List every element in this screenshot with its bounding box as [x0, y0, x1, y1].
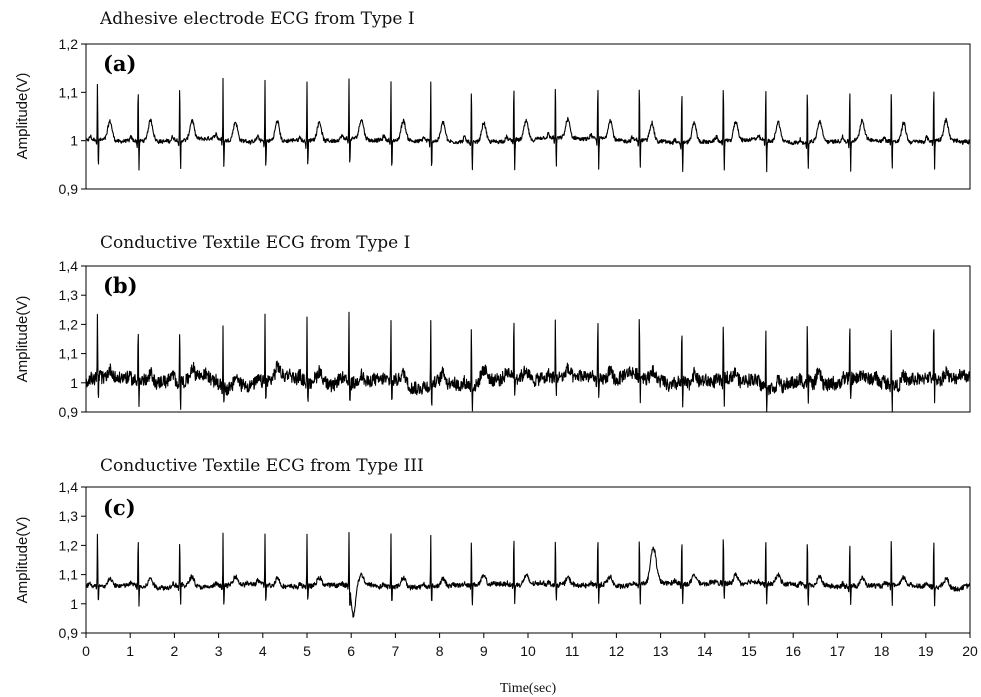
x-axis-label: Time(sec)	[500, 681, 557, 696]
ytick-label: 1,1	[59, 346, 79, 362]
panel-c-ylabel: Amplitude(V)	[14, 517, 31, 604]
panel-b: Conductive Textile ECG from Type I (b) A…	[14, 233, 971, 420]
panel-a-ylabel: Amplitude(V)	[14, 73, 31, 160]
ytick-label: 1,4	[59, 479, 79, 495]
xtick-label: 12	[609, 643, 625, 659]
xtick-label: 9	[480, 643, 488, 659]
panel-a-ecg-trace	[85, 77, 971, 173]
ytick-label: 0,9	[59, 181, 79, 197]
xtick-label: 3	[215, 643, 223, 659]
xtick-label: 5	[303, 643, 311, 659]
ytick-label: 1,2	[59, 36, 79, 52]
xtick-label: 6	[347, 643, 355, 659]
xtick-label: 14	[697, 643, 713, 659]
xtick-label: 1	[126, 643, 134, 659]
panel-a-plot-area	[85, 43, 971, 190]
panel-b-title: Conductive Textile ECG from Type I	[100, 233, 410, 253]
xtick-label: 11	[565, 643, 580, 659]
panel-a: Adhesive electrode ECG from Type I (a) A…	[14, 9, 971, 197]
xtick-label: 7	[392, 643, 400, 659]
ytick-label: 1,3	[59, 287, 79, 303]
panel-c-label: (c)	[103, 495, 136, 520]
panel-b-plot-area	[85, 265, 971, 413]
ytick-label: 1,1	[59, 567, 79, 583]
panel-a-label: (a)	[103, 51, 136, 76]
panel-a-yticks: 0,9 1 1,1 1,2	[59, 36, 86, 197]
panel-c-title: Conductive Textile ECG from Type III	[100, 456, 424, 476]
panel-c-yticks: 0,9 1 1,1 1,2 1,3 1,4	[59, 479, 86, 641]
panel-b-label: (b)	[103, 273, 138, 298]
panel-c-ecg-trace	[85, 531, 971, 618]
ytick-label: 1,2	[59, 537, 79, 553]
ytick-label: 1,2	[59, 316, 79, 332]
xtick-label: 15	[741, 643, 757, 659]
panel-c-plot-area	[85, 486, 971, 634]
ytick-label: 0,9	[59, 625, 79, 641]
xtick-label: 2	[171, 643, 179, 659]
panel-b-yticks: 0,9 1 1,1 1,2 1,3 1,4	[59, 258, 86, 420]
xtick-label: 17	[830, 643, 846, 659]
xtick-label: 19	[918, 643, 934, 659]
ytick-label: 0,9	[59, 404, 79, 420]
panel-a-title: Adhesive electrode ECG from Type I	[99, 9, 415, 29]
xtick-label: 13	[653, 643, 669, 659]
ytick-label: 1	[70, 596, 78, 612]
panel-b-ylabel: Amplitude(V)	[14, 296, 31, 383]
panel-c: Conductive Textile ECG from Type III (c)…	[14, 456, 978, 696]
xtick-label: 20	[962, 643, 978, 659]
ytick-label: 1,1	[59, 84, 79, 100]
xtick-label: 0	[82, 643, 90, 659]
panel-b-ecg-trace	[85, 311, 971, 412]
panel-c-xticks: 0 1 2 3 4 5 6 7 8 9 10 11 12 13 14 15 16 17 18 19 20	[82, 633, 978, 659]
ytick-label: 1	[70, 133, 78, 149]
xtick-label: 18	[874, 643, 890, 659]
ytick-label: 1	[70, 375, 78, 391]
xtick-label: 4	[259, 643, 267, 659]
ytick-label: 1,3	[59, 508, 79, 524]
xtick-label: 10	[520, 643, 536, 659]
xtick-label: 16	[785, 643, 801, 659]
ytick-label: 1,4	[59, 258, 79, 274]
xtick-label: 8	[436, 643, 444, 659]
